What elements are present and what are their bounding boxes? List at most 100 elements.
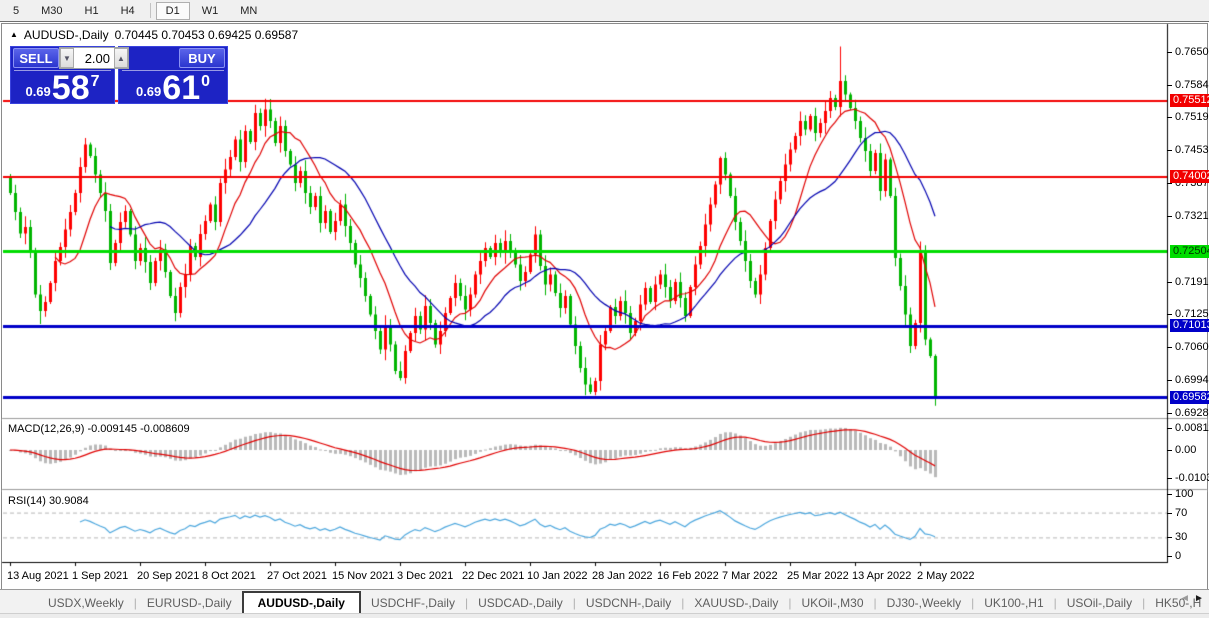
- tab-divider: |: [1142, 596, 1146, 610]
- tab-item-hk50-h[interactable]: HK50-,H: [1155, 596, 1202, 610]
- level-price-badge: 0.75512: [1170, 94, 1209, 107]
- date-axis-label: 27 Oct 2021: [267, 570, 327, 582]
- level-price-badge: 0.69582: [1170, 391, 1209, 404]
- one-click-trading-panel: 0.69 58 7 0.69 61 0 SELL ▼ ▲ BUY: [10, 46, 228, 107]
- tab-item-xauusd-daily[interactable]: XAUUSD-,Daily: [694, 596, 779, 610]
- tab-divider: |: [1053, 596, 1057, 610]
- buy-price-base: 0.69: [135, 84, 162, 99]
- price-tick-mark: [1167, 314, 1172, 315]
- date-axis-label: 13 Apr 2022: [852, 570, 912, 582]
- rsi-tick-mark: [1167, 513, 1172, 514]
- price-axis-label: 0.75195: [1175, 111, 1209, 123]
- price-tick-mark: [1167, 413, 1172, 414]
- rsi-indicator-label: RSI(14) 30.9084: [8, 495, 89, 507]
- level-price-badge: 0.71013: [1170, 319, 1209, 332]
- date-axis-label: 16 Feb 2022: [657, 570, 719, 582]
- macd-tick-mark: [1167, 478, 1172, 479]
- rsi-tick-mark: [1167, 494, 1172, 495]
- date-axis-label: 28 Jan 2022: [592, 570, 653, 582]
- price-axis-label: 0.74535: [1175, 144, 1209, 156]
- price-tick-mark: [1167, 347, 1172, 348]
- date-axis-label: 10 Jan 2022: [527, 570, 588, 582]
- price-tick-mark: [1167, 85, 1172, 86]
- tab-divider: |: [788, 596, 792, 610]
- buy-price-big: 61: [162, 69, 201, 107]
- date-axis-label: 25 Mar 2022: [787, 570, 849, 582]
- collapse-triangle-icon[interactable]: ▲: [10, 29, 18, 39]
- price-axis-label: 0.69945: [1175, 374, 1209, 386]
- tab-item-dj30-weekly[interactable]: DJ30-,Weekly: [886, 596, 962, 610]
- macd-indicator-label: MACD(12,26,9) -0.009145 -0.008609: [8, 423, 190, 435]
- bottom-strip: [0, 613, 1209, 618]
- price-axis-label: 0.70605: [1175, 341, 1209, 353]
- tab-item-usdchf-daily[interactable]: USDCHF-,Daily: [370, 596, 455, 610]
- tab-item-ukoil-m30[interactable]: UKOil-,M30: [801, 596, 864, 610]
- divider: [14, 70, 111, 71]
- tab-divider: |: [572, 596, 576, 610]
- buy-price-pip: 0: [201, 73, 211, 90]
- tab-item-usdcad-daily[interactable]: USDCAD-,Daily: [478, 596, 563, 610]
- tab-item-uk100-h1[interactable]: UK100-,H1: [984, 596, 1044, 610]
- buy-button[interactable]: BUY: [179, 48, 225, 68]
- tab-item-usdx-weekly[interactable]: USDX,Weekly: [48, 596, 124, 610]
- price-tick-mark: [1167, 282, 1172, 283]
- chart-ohlc-values: 0.70445 0.70453 0.69425 0.69587: [114, 28, 299, 42]
- price-tick-mark: [1167, 380, 1172, 381]
- sell-price-big: 58: [51, 69, 90, 107]
- price-tick-mark: [1167, 117, 1172, 118]
- tab-item-eurusd-daily[interactable]: EURUSD-,Daily: [146, 596, 232, 610]
- date-axis-label: 22 Dec 2021: [462, 570, 525, 582]
- date-axis-label: 15 Nov 2021: [332, 570, 395, 582]
- date-axis-label: 7 Mar 2022: [722, 570, 778, 582]
- sell-price: 0.69 58 7: [11, 69, 114, 107]
- level-price-badge: 0.72504: [1170, 245, 1209, 258]
- rsi-axis-label: 70: [1175, 507, 1188, 519]
- price-tick-mark: [1167, 216, 1172, 217]
- rsi-axis-label: 0: [1175, 550, 1182, 562]
- tab-divider: |: [133, 596, 137, 610]
- price-axis-label: 0.69285: [1175, 407, 1209, 419]
- macd-tick-mark: [1167, 428, 1172, 429]
- date-axis-label: 8 Oct 2021: [202, 570, 256, 582]
- rsi-tick-mark: [1167, 556, 1172, 557]
- chart-symbol-period: AUDUSD-,Daily: [23, 28, 109, 42]
- level-price-badge: 0.74002: [1170, 170, 1209, 183]
- date-axis-label: 3 Dec 2021: [397, 570, 454, 582]
- chart-tab-bar: USDX,Weekly | EURUSD-,Daily AUDUSD-,Daily US…: [0, 589, 1209, 613]
- price-tick-mark: [1167, 183, 1172, 184]
- rsi-axis-label: 30: [1175, 531, 1188, 543]
- tab-item-usdcnh-daily[interactable]: USDCNH-,Daily: [585, 596, 672, 610]
- price-tick-mark: [1167, 52, 1172, 53]
- date-axis-label: 1 Sep 2021: [72, 570, 129, 582]
- tab-item-usoil-daily[interactable]: USOil-,Daily: [1066, 596, 1133, 610]
- volume-increase-button[interactable]: ▲: [114, 48, 128, 68]
- buy-price: 0.69 61 0: [119, 69, 227, 107]
- volume-spinner: ▼ ▲: [59, 47, 129, 69]
- macd-axis-label: 0.00: [1175, 444, 1197, 456]
- tab-scroll-left-icon[interactable]: ◄: [1180, 593, 1190, 604]
- sell-price-base: 0.69: [25, 84, 51, 99]
- divider: [122, 70, 224, 71]
- tab-divider: |: [873, 596, 877, 610]
- volume-decrease-button[interactable]: ▼: [60, 48, 74, 68]
- sell-button[interactable]: SELL: [13, 48, 59, 68]
- tab-item-audusd-daily[interactable]: AUDUSD-,Daily: [241, 591, 361, 613]
- macd-axis-label: -0.01031: [1175, 472, 1209, 484]
- tab-scroll-right-icon[interactable]: ►: [1194, 593, 1204, 604]
- macd-axis-label: 0.00811: [1175, 422, 1209, 434]
- volume-input[interactable]: [74, 48, 114, 68]
- date-axis-label: 13 Aug 2021: [7, 570, 69, 582]
- price-tick-mark: [1167, 150, 1172, 151]
- sell-price-pip: 7: [90, 73, 100, 90]
- macd-tick-mark: [1167, 450, 1172, 451]
- tab-divider: |: [681, 596, 685, 610]
- date-axis-label: 20 Sep 2021: [137, 570, 200, 582]
- tab-divider: |: [971, 596, 975, 610]
- chart-title: ▲ AUDUSD-,Daily 0.70445 0.70453 0.69425 …: [10, 28, 298, 42]
- price-axis-label: 0.73215: [1175, 210, 1209, 222]
